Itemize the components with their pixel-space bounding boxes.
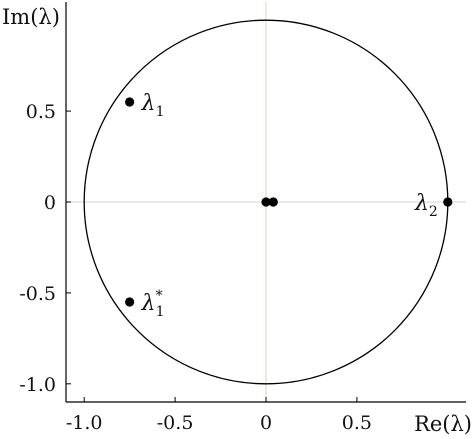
x-tick-label: 0.5 <box>342 412 372 434</box>
data-points <box>125 97 453 307</box>
data-point <box>443 197 453 207</box>
point-label-symbol: λ <box>141 291 156 316</box>
y-tick-label: 0 <box>44 192 56 214</box>
x-tick-label: 0 <box>260 412 272 434</box>
point-label-subscript: 1 <box>156 304 165 320</box>
point-labels: λ1λ* 1λ2 <box>141 91 438 320</box>
point-label: λ* 1 <box>141 288 165 320</box>
data-point <box>125 97 135 107</box>
y-axis-label: Im(λ) <box>2 5 60 29</box>
data-point <box>268 197 278 207</box>
point-label-subscript: 1 <box>156 104 165 120</box>
y-tick-label: 0.5 <box>26 101 56 123</box>
y-tick-label: -0.5 <box>19 283 56 305</box>
x-axis-label: Re(λ) <box>414 412 472 436</box>
x-tick-label: -0.5 <box>157 412 194 434</box>
data-point <box>125 297 135 307</box>
y-tick-label: -1.0 <box>19 374 56 396</box>
point-label-symbol: λ <box>141 91 156 116</box>
x-tick-label: -1.0 <box>66 412 103 434</box>
axis-ticks: -1.0 -0.5 0 0.5 0.5 0 -0.5 -1.0 <box>19 101 372 434</box>
point-label: λ2 <box>414 191 438 220</box>
data-point <box>261 197 271 207</box>
point-label-symbol: λ <box>414 191 429 216</box>
point-label-subscript: 2 <box>429 204 438 220</box>
point-label: λ1 <box>141 91 165 120</box>
point-label-superscript: * <box>156 288 163 304</box>
